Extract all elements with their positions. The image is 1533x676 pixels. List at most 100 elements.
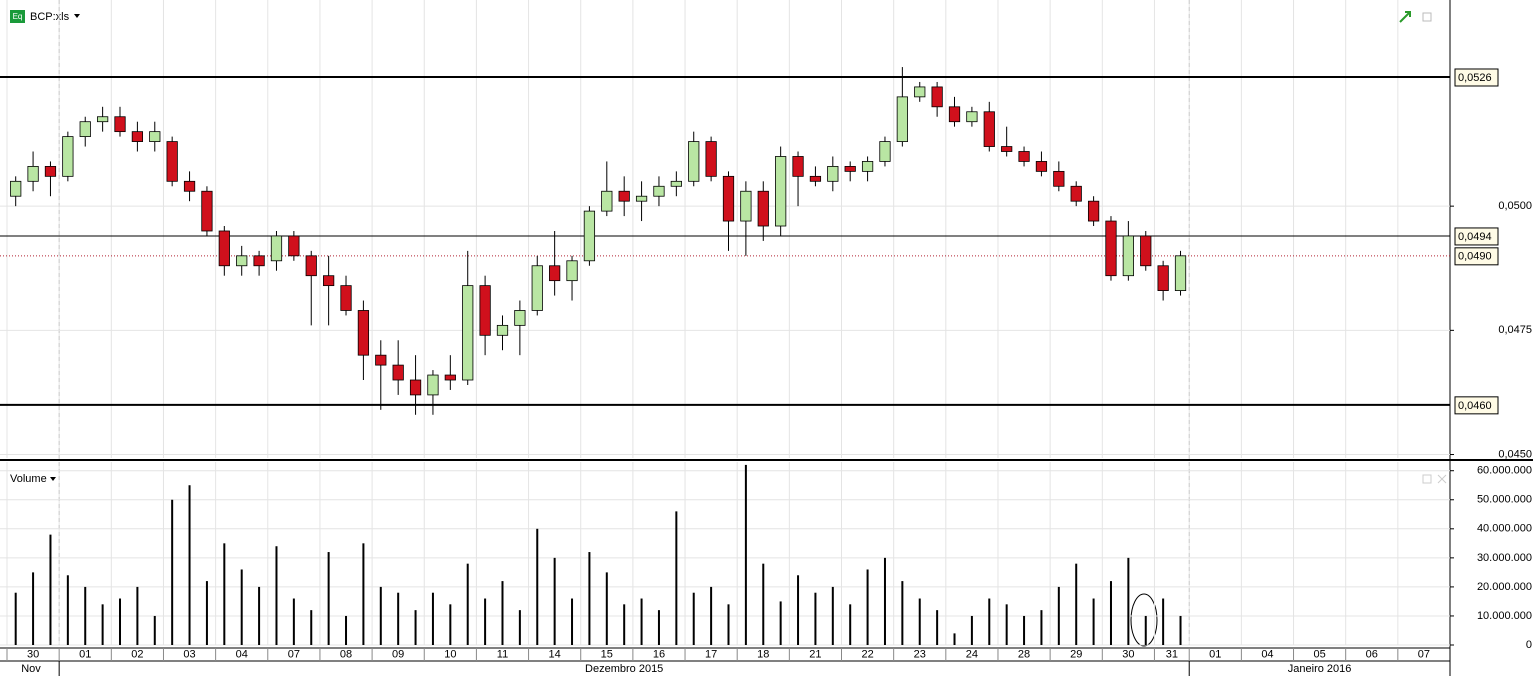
x-tick-label: 01 xyxy=(1209,648,1221,660)
volume-bar xyxy=(797,575,800,645)
x-tick-label: 18 xyxy=(757,648,769,660)
volume-bar xyxy=(1040,610,1043,645)
x-tick-label: 07 xyxy=(1418,648,1430,660)
volume-bar xyxy=(310,610,313,645)
panel-button[interactable] xyxy=(1422,12,1432,22)
volume-bar xyxy=(501,581,504,645)
month-label: Dezembro 2015 xyxy=(585,663,663,675)
candle-body xyxy=(635,195,648,202)
volume-bar xyxy=(588,552,591,645)
x-tick-label: 07 xyxy=(288,648,300,660)
candle-body xyxy=(288,235,300,257)
volume-bar xyxy=(1109,581,1112,645)
x-tick-label: 03 xyxy=(183,648,195,660)
candle-body xyxy=(496,324,509,336)
volume-bar xyxy=(14,592,17,645)
volume-bar xyxy=(571,598,574,645)
candle-body xyxy=(583,210,596,262)
candle-body xyxy=(1018,151,1030,162)
candle-body xyxy=(827,166,839,182)
candle-body xyxy=(896,96,908,142)
x-tick-label: 09 xyxy=(392,648,404,660)
symbol-dropdown[interactable] xyxy=(74,14,80,18)
volume-bar xyxy=(275,546,278,645)
candle-body xyxy=(1140,235,1152,267)
candle-body xyxy=(948,106,961,123)
candle-body xyxy=(305,255,317,277)
volume-bar xyxy=(32,572,35,645)
volume-bar xyxy=(762,563,765,645)
close-button[interactable] xyxy=(1437,474,1447,484)
x-tick-label: 29 xyxy=(1070,648,1082,660)
x-tick-label: 10 xyxy=(444,648,456,660)
x-tick-label: 04 xyxy=(1261,648,1273,660)
candle-body xyxy=(653,185,665,197)
volume-bar xyxy=(136,586,139,645)
trend-icon[interactable] xyxy=(1399,11,1411,23)
candle-body xyxy=(79,121,91,138)
volume-bar xyxy=(101,604,104,645)
volume-title: Volume xyxy=(10,473,47,485)
volume-bar xyxy=(623,604,626,645)
candle-body xyxy=(1035,161,1048,172)
volume-bar xyxy=(258,586,261,645)
candle-body xyxy=(27,166,39,182)
candle-body xyxy=(914,86,926,98)
candle-body xyxy=(114,116,126,133)
x-tick-label: 17 xyxy=(705,648,717,660)
candle-body xyxy=(357,310,370,356)
x-tick-label: 05 xyxy=(1313,648,1325,660)
candle-body xyxy=(549,265,561,282)
candle-body xyxy=(183,180,196,192)
candle-body xyxy=(409,379,422,396)
panel-button[interactable] xyxy=(1422,474,1432,484)
symbol[interactable]: BCP:xls xyxy=(30,11,70,23)
candle-body xyxy=(670,180,682,187)
volume-bar xyxy=(171,499,174,645)
volume-bar xyxy=(1023,615,1026,645)
price-label: 0,0526 xyxy=(1458,72,1492,84)
candle-body xyxy=(131,131,144,142)
y-tick-label: 30.000.000 xyxy=(1477,552,1532,564)
x-tick-label: 14 xyxy=(549,648,561,660)
volume-bar xyxy=(918,598,921,645)
candle-body xyxy=(688,141,700,182)
volume-bar xyxy=(605,572,608,645)
y-tick-label: 0,0475 xyxy=(1498,324,1532,336)
candle-body xyxy=(722,175,735,222)
candle-body xyxy=(166,141,178,182)
volume-dropdown[interactable] xyxy=(50,477,56,481)
price-label: 0,0460 xyxy=(1458,400,1492,412)
volume-bar xyxy=(49,534,52,645)
volume-bar xyxy=(536,528,539,645)
volume-bar xyxy=(466,563,469,645)
candle-body xyxy=(775,156,787,227)
volume-bar xyxy=(449,604,452,645)
volume-bar xyxy=(327,552,330,645)
candle-body xyxy=(236,255,248,267)
candle-body xyxy=(253,255,265,267)
volume-bar xyxy=(970,615,973,645)
candle-body xyxy=(809,175,822,182)
volume-bar xyxy=(397,592,400,645)
volume-bar xyxy=(205,581,208,645)
candle-body xyxy=(931,86,943,108)
candle-body xyxy=(1053,170,1065,187)
volume-bar xyxy=(1092,598,1095,645)
volume-bar xyxy=(1162,598,1165,645)
candle-body xyxy=(792,156,804,177)
x-tick-label: 30 xyxy=(1122,648,1134,660)
price-label-box xyxy=(1454,227,1499,246)
volume-bar xyxy=(292,598,295,645)
candle-body xyxy=(479,285,491,336)
candle-body xyxy=(323,275,335,287)
equity-icon[interactable] xyxy=(10,10,25,23)
volume-bar xyxy=(1179,615,1182,645)
x-tick-label: 21 xyxy=(809,648,821,660)
volume-bar xyxy=(675,511,678,645)
candle-body xyxy=(1001,146,1013,152)
volume-bar xyxy=(414,610,417,645)
candle-body xyxy=(1070,185,1082,202)
volume-bar xyxy=(345,615,348,645)
